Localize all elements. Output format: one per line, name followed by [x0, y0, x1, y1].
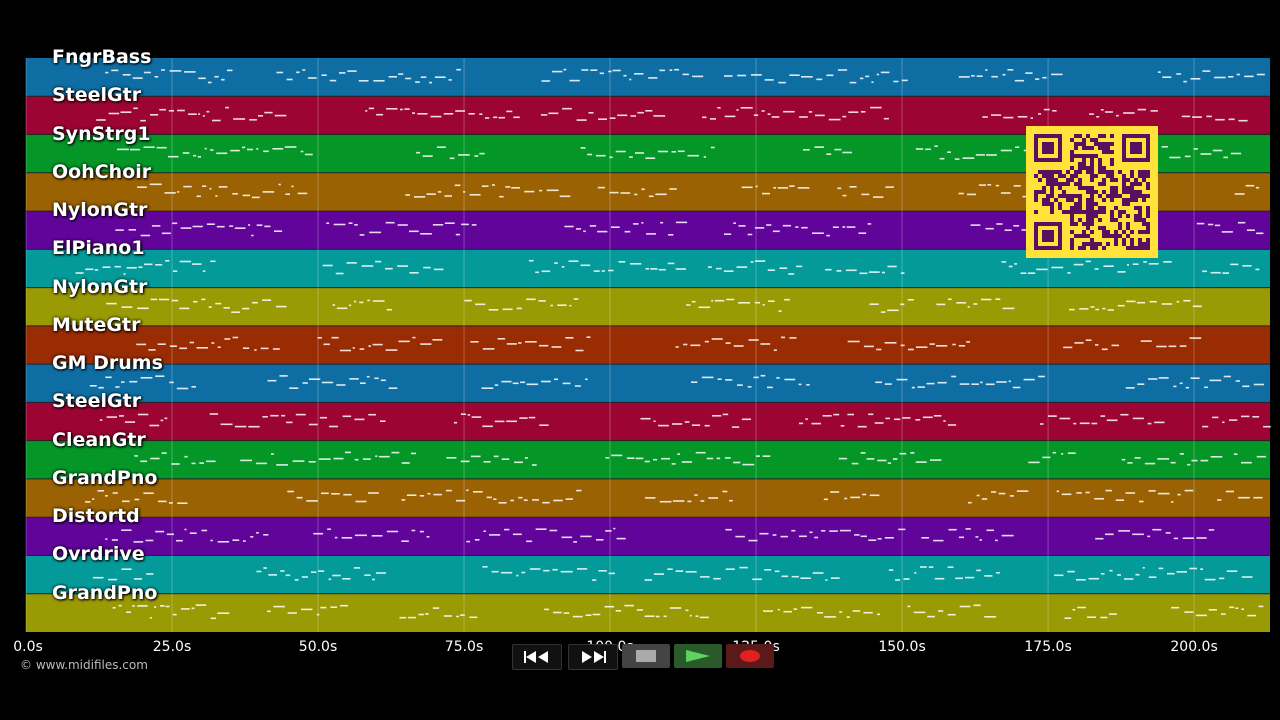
track-band: [26, 58, 1270, 97]
track-label: NylonGtr: [52, 199, 148, 222]
time-tick-label: 0.0s: [13, 639, 43, 655]
track-label: GrandPno: [52, 466, 158, 489]
track-label: SteelGtr: [52, 84, 142, 107]
track-label: CleanGtr: [52, 428, 146, 451]
track-label: NylonGtr: [52, 275, 148, 298]
fast-forward-icon: [582, 651, 606, 663]
track-notes: [136, 336, 1202, 352]
record-icon: [740, 650, 760, 662]
track-label: GrandPno: [52, 581, 158, 604]
track-notes: [85, 489, 1263, 504]
rewind-icon: [524, 651, 548, 663]
time-tick-label: 25.0s: [152, 639, 192, 655]
track-band: [26, 440, 1270, 479]
track-notes: [112, 604, 1264, 620]
track-label: SteelGtr: [52, 390, 142, 413]
time-tick-label: 75.0s: [444, 639, 484, 655]
track-band: [26, 517, 1270, 556]
track-label: Ovrdrive: [52, 543, 145, 566]
track-notes: [75, 259, 1260, 275]
track-notes: [96, 106, 1248, 122]
track-label: SynStrg1: [52, 122, 151, 145]
track-notes: [89, 374, 1264, 390]
track-label: GM Drums: [52, 352, 163, 375]
track-label: ElPiano1: [52, 237, 145, 260]
track-label: MuteGtr: [52, 313, 141, 336]
track-label: FngrBass: [52, 46, 152, 68]
time-tick-label: 200.0s: [1170, 639, 1218, 655]
stop-button[interactable]: [622, 644, 670, 668]
play-icon: [686, 650, 710, 662]
track-band: [26, 593, 1270, 632]
track-notes: [92, 566, 1253, 581]
track-notes: [105, 527, 1215, 543]
track-label: Distortd: [52, 505, 140, 528]
transport-controls: [510, 644, 774, 670]
fast-forward-button[interactable]: [568, 644, 618, 670]
track-band: [26, 402, 1270, 441]
track-notes: [137, 183, 1260, 199]
time-tick-label: 50.0s: [298, 639, 338, 655]
record-button[interactable]: [726, 644, 774, 668]
track-notes: [106, 298, 1202, 313]
time-tick-label: 150.0s: [878, 639, 926, 655]
track-band: [26, 287, 1270, 326]
time-tick-label: 175.0s: [1024, 639, 1072, 655]
play-button[interactable]: [674, 644, 722, 668]
track-band: [26, 325, 1270, 365]
rewind-button[interactable]: [512, 644, 562, 670]
track-band: [26, 364, 1270, 403]
track-band: [26, 555, 1270, 594]
copyright-text: © www.midifiles.com: [20, 658, 148, 672]
track-label: OohChoir: [52, 160, 152, 183]
stop-icon: [636, 650, 656, 662]
track-notes: [105, 68, 1265, 84]
qr-code-icon: [1026, 126, 1158, 258]
track-notes: [99, 413, 1271, 428]
track-notes: [134, 451, 1266, 466]
